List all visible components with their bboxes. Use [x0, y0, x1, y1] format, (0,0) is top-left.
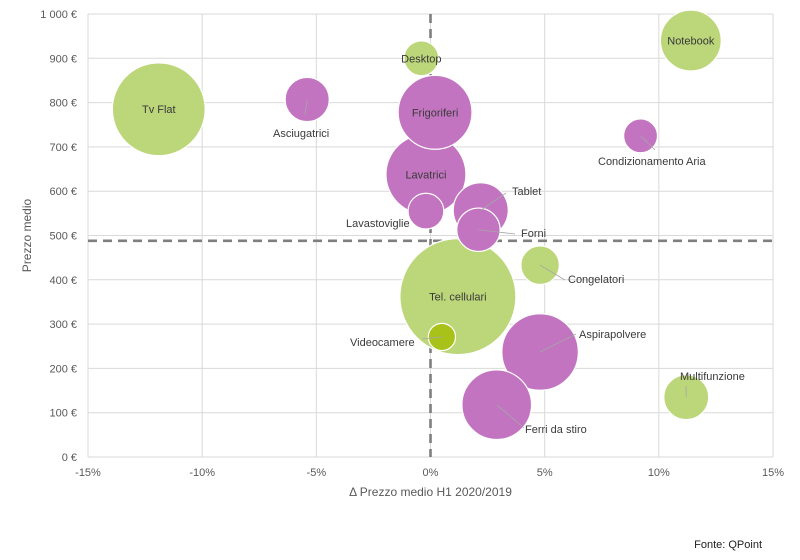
bubble-asciugatrici	[284, 76, 330, 123]
y-tick-label: 300 €	[49, 319, 77, 331]
leader-line	[421, 336, 442, 340]
y-axis-ticks: 0 € 100 € 200 € 300 € 400 € 500 € 600 € 700 € 80…	[40, 9, 77, 464]
bubble-label-lavastoviglie: Lavastoviglie	[346, 218, 410, 230]
y-tick-label: 900 €	[49, 53, 77, 65]
bubble-label-congelatori: Congelatori	[568, 274, 624, 286]
bubble-tel-cellulari	[399, 238, 517, 356]
x-axis-title: Δ Prezzo medio H1 2020/2019	[349, 485, 512, 499]
bubbles	[111, 9, 722, 441]
bubble-label-aspirapolvere: Aspirapolvere	[579, 329, 646, 341]
bubble-label-tel-cellulari: Tel. cellulari	[429, 292, 486, 304]
leader-line	[539, 264, 566, 281]
y-axis-title: Prezzo medio	[20, 198, 34, 272]
y-tick-label: 0 €	[62, 452, 77, 464]
leader-line	[478, 229, 516, 235]
y-tick-label: 500 €	[49, 231, 77, 243]
leader-line	[304, 99, 308, 116]
bubble-label-condizionamento-aria: Condizionamento Aria	[598, 156, 707, 168]
bubble-label-videocamere: Videocamere	[350, 337, 415, 349]
x-tick-label: -5%	[307, 467, 327, 479]
bubble-desktop	[403, 40, 440, 77]
bubble-label-notebook: Notebook	[667, 36, 715, 48]
bubble-label-forni: Forni	[521, 228, 546, 240]
bubble-label-tablet: Tablet	[512, 186, 541, 198]
bubble-label-frigoriferi: Frigoriferi	[412, 107, 458, 119]
x-tick-label: 5%	[537, 467, 553, 479]
x-axis-ticks: -15% -10% -5% 0% 5% 10% 15%	[75, 467, 784, 479]
label-leaders	[304, 99, 687, 429]
y-tick-label: 600 €	[49, 186, 77, 198]
y-tick-label: 100 €	[49, 408, 77, 420]
bubble-label-lavatrici: Lavatrici	[405, 169, 446, 181]
bubble-notebook	[659, 9, 722, 72]
x-tick-label: 0%	[423, 467, 439, 479]
y-tick-label: 400 €	[49, 275, 77, 287]
y-tick-label: 200 €	[49, 363, 77, 375]
bubble-tv-flat	[111, 62, 206, 157]
bubble-lavastoviglie	[407, 192, 445, 230]
bubble-chart: Notebook Desktop Tv Flat Asciugatrici Frigor…	[20, 9, 784, 499]
source-note: Fonte: QPoint	[694, 539, 762, 551]
bubble-label-tv-flat: Tv Flat	[142, 104, 176, 116]
leader-line	[640, 135, 656, 151]
y-tick-label: 1 000 €	[40, 9, 77, 21]
y-tick-label: 800 €	[49, 98, 77, 110]
x-tick-label: 10%	[648, 467, 670, 479]
bubble-label-multifunzione: Multifunzione	[680, 371, 745, 383]
bubble-label-desktop: Desktop	[401, 53, 441, 65]
bubble-labels: Notebook Desktop Tv Flat Asciugatrici Frigor…	[142, 36, 745, 436]
leader-line	[539, 333, 577, 353]
x-tick-label: -10%	[189, 467, 215, 479]
leader-line	[496, 404, 525, 429]
x-tick-label: 15%	[762, 467, 784, 479]
bubble-label-asciugatrici: Asciugatrici	[273, 128, 329, 140]
leader-line	[480, 192, 507, 211]
bubble-frigoriferi	[397, 74, 473, 150]
bubble-label-ferri-da-stiro: Ferri da stiro	[525, 424, 587, 436]
y-tick-label: 700 €	[49, 142, 77, 154]
x-tick-label: -15%	[75, 467, 101, 479]
reference-lines	[88, 14, 778, 457]
